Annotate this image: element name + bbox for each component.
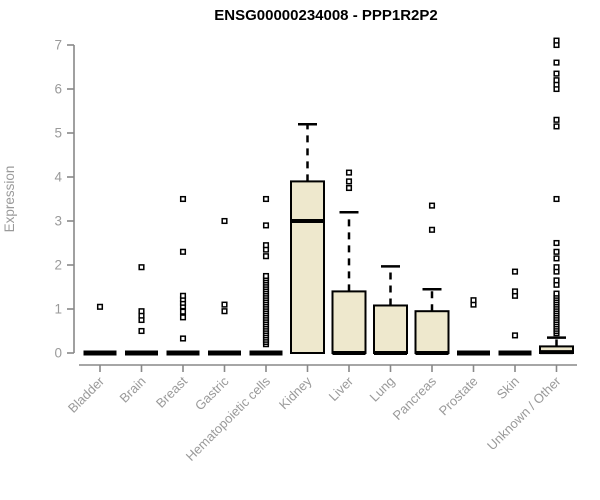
outlier-point (553, 70, 560, 77)
x-tick-label: Breast (153, 373, 190, 410)
outlier-point (262, 272, 270, 280)
box-body (414, 310, 450, 355)
outlier-point (262, 253, 270, 260)
y-tick-label: 2 (54, 258, 62, 273)
collapsed-box (83, 350, 117, 356)
box-body (373, 304, 408, 355)
outlier-point (96, 303, 104, 310)
box-body (331, 290, 367, 354)
outlier-point (262, 222, 270, 229)
outlier-point (553, 239, 560, 247)
x-tick-label: Gastric (192, 373, 232, 413)
outlier-point (553, 123, 560, 130)
box-liver (331, 169, 367, 355)
boxplot-series (83, 37, 574, 356)
outlier-point (221, 308, 228, 315)
y-tick-label: 1 (54, 302, 62, 317)
box-kidney (290, 122, 325, 354)
outlier-point (511, 332, 519, 339)
outlier-point (345, 184, 353, 192)
outlier-point (553, 248, 560, 255)
outlier-point (470, 297, 477, 304)
outlier-point (553, 116, 560, 123)
y-tick-label: 6 (54, 82, 62, 97)
x-tick-label: Prostate (436, 374, 481, 419)
outlier-point (345, 178, 353, 185)
y-tick-label: 0 (54, 346, 62, 361)
box-lung (373, 265, 408, 355)
outlier-point (553, 59, 560, 66)
x-tick-label: Unknown / Other (484, 373, 564, 453)
outlier-point (553, 277, 560, 284)
y-axis: 0 1 2 3 4 5 6 7 (54, 38, 75, 361)
x-tick-label: Pancreas (390, 373, 440, 423)
box-unknown-other (539, 37, 574, 355)
box-pancreas (414, 202, 450, 355)
box-brain (125, 264, 158, 356)
y-tick-label: 7 (54, 38, 62, 53)
x-tick-label: Brain (117, 374, 149, 406)
outlier-point (553, 195, 560, 203)
y-axis-label: Expression (2, 166, 17, 233)
outlier-point (345, 169, 353, 176)
outlier-point (511, 288, 519, 295)
outlier-point (428, 226, 436, 233)
x-tick-label: Bladder (65, 373, 108, 416)
outlier-point (262, 195, 270, 203)
outlier-point (179, 292, 187, 299)
outlier-point (221, 301, 228, 308)
collapsed-box (457, 350, 490, 356)
outlier-point (553, 37, 560, 44)
outlier-point (179, 248, 187, 255)
outlier-point (179, 335, 187, 342)
outlier-point (511, 268, 519, 275)
collapsed-box (125, 350, 158, 356)
box-hematopoietic-cells (249, 195, 283, 356)
outlier-point (262, 242, 270, 249)
outlier-point (553, 77, 560, 84)
box-bladder (83, 303, 117, 356)
x-tick-label: Kidney (276, 373, 315, 412)
outlier-point (138, 264, 145, 271)
outlier-point (428, 202, 436, 209)
y-tick-label: 4 (54, 170, 62, 185)
collapsed-box (498, 350, 532, 356)
chart-title: ENSG00000234008 - PPP1R2P2 (214, 7, 437, 24)
box-skin (498, 268, 532, 356)
outlier-point (553, 290, 560, 297)
outlier-point (179, 314, 187, 321)
outlier-point (553, 264, 560, 271)
y-tick-label: 3 (54, 214, 62, 229)
x-tick-label: Lung (367, 374, 398, 405)
x-tick-label: Skin (494, 374, 522, 402)
box-prostate (457, 297, 490, 356)
outlier-point (179, 308, 187, 315)
box-body (290, 180, 325, 354)
collapsed-box (249, 350, 283, 356)
outlier-point (138, 327, 145, 335)
box-breast (166, 195, 200, 356)
outlier-point (179, 195, 187, 203)
outlier-point (221, 217, 228, 225)
outlier-point (553, 255, 560, 262)
box-gastric (208, 217, 241, 356)
outlier-point (138, 308, 145, 315)
x-tick-label: Liver (326, 373, 357, 404)
y-tick-label: 5 (54, 126, 62, 141)
collapsed-box (208, 350, 241, 356)
collapsed-box (166, 350, 200, 356)
